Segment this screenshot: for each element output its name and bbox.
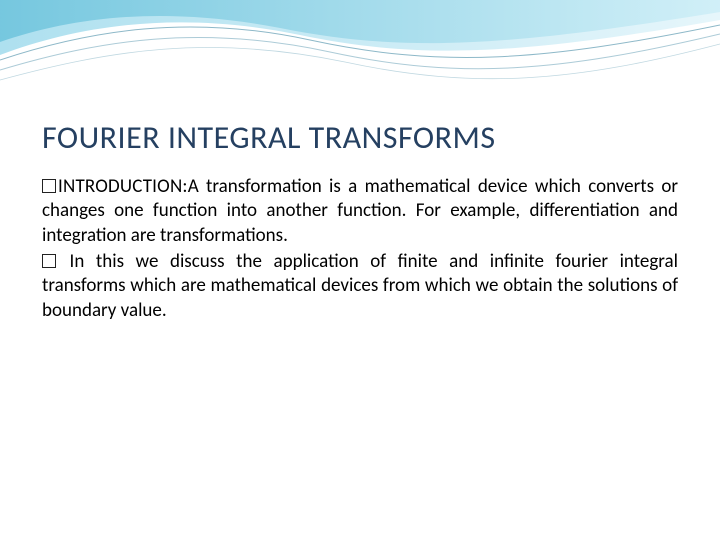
bullet-2: In this we discuss the application of fi… [42, 250, 678, 323]
slide-title: FOURIER INTEGRAL TRANSFORMS [42, 118, 678, 157]
bullet-2-text: In this we discuss the application of fi… [42, 250, 678, 322]
square-bullet-icon [42, 254, 56, 268]
bullet-1: INTRODUCTION:A transformation is a mathe… [42, 175, 678, 248]
square-bullet-icon [42, 179, 56, 193]
bullet-1-lead: INTRODUCTION: [58, 175, 188, 198]
slide: FOURIER INTEGRAL TRANSFORMS INTRODUCTION… [0, 0, 720, 540]
bullet-2-lead [58, 250, 70, 273]
slide-body: INTRODUCTION:A transformation is a mathe… [42, 175, 678, 323]
